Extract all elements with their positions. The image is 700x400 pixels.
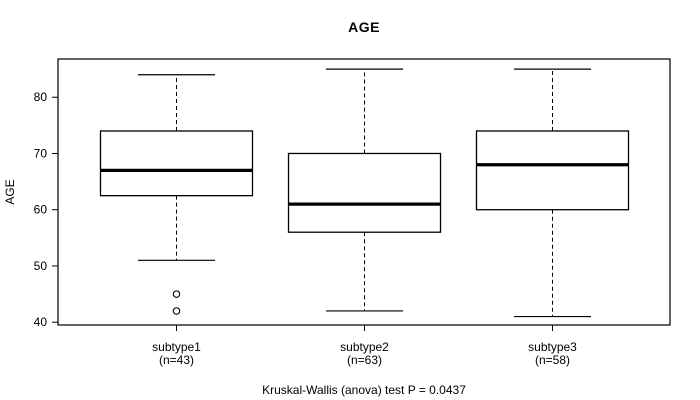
y-tick-label: 60 xyxy=(34,203,48,217)
statistical-test-caption: Kruskal-Wallis (anova) test P = 0.0437 xyxy=(262,383,466,397)
x-tick-sublabel: (n=43) xyxy=(159,353,194,367)
y-tick-label: 70 xyxy=(34,146,48,160)
y-tick-label: 80 xyxy=(34,90,48,104)
iqr-box xyxy=(475,130,630,211)
iqr-box xyxy=(99,130,254,197)
x-tick-label: subtype2 xyxy=(340,340,389,354)
chart-title: AGE xyxy=(348,19,380,35)
y-axis-title: AGE xyxy=(3,179,17,204)
x-tick-sublabel: (n=58) xyxy=(535,353,570,367)
x-tick-sublabel: (n=63) xyxy=(347,353,382,367)
x-tick-label: subtype1 xyxy=(152,340,201,354)
outlier-point xyxy=(172,290,181,298)
iqr-box xyxy=(287,152,442,233)
y-tick-label: 50 xyxy=(34,259,48,273)
outlier-point xyxy=(172,307,181,315)
x-tick-label: subtype3 xyxy=(528,340,577,354)
y-tick-label: 40 xyxy=(34,315,48,329)
